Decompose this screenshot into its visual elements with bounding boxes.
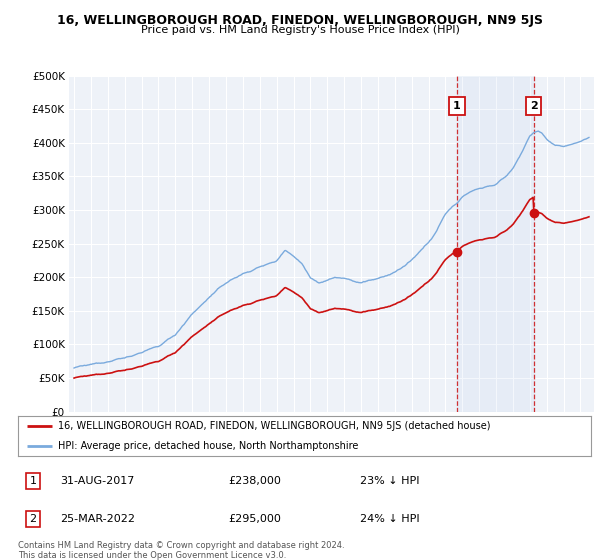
Text: 1: 1 (29, 476, 37, 486)
Text: £238,000: £238,000 (228, 476, 281, 486)
Text: 1: 1 (453, 101, 461, 111)
Text: HPI: Average price, detached house, North Northamptonshire: HPI: Average price, detached house, Nort… (58, 441, 358, 451)
Text: 2: 2 (29, 514, 37, 524)
Text: Price paid vs. HM Land Registry's House Price Index (HPI): Price paid vs. HM Land Registry's House … (140, 25, 460, 35)
Text: 23% ↓ HPI: 23% ↓ HPI (360, 476, 419, 486)
Bar (457, 76, 534, 412)
Text: 16, WELLINGBOROUGH ROAD, FINEDON, WELLINGBOROUGH, NN9 5JS: 16, WELLINGBOROUGH ROAD, FINEDON, WELLIN… (57, 14, 543, 27)
Text: 31-AUG-2017: 31-AUG-2017 (60, 476, 134, 486)
Text: Contains HM Land Registry data © Crown copyright and database right 2024.
This d: Contains HM Land Registry data © Crown c… (18, 541, 344, 560)
Text: 25-MAR-2022: 25-MAR-2022 (60, 514, 135, 524)
Text: 24% ↓ HPI: 24% ↓ HPI (360, 514, 419, 524)
Text: £295,000: £295,000 (228, 514, 281, 524)
Text: 2: 2 (530, 101, 538, 111)
Text: 16, WELLINGBOROUGH ROAD, FINEDON, WELLINGBOROUGH, NN9 5JS (detached house): 16, WELLINGBOROUGH ROAD, FINEDON, WELLIN… (58, 421, 491, 431)
